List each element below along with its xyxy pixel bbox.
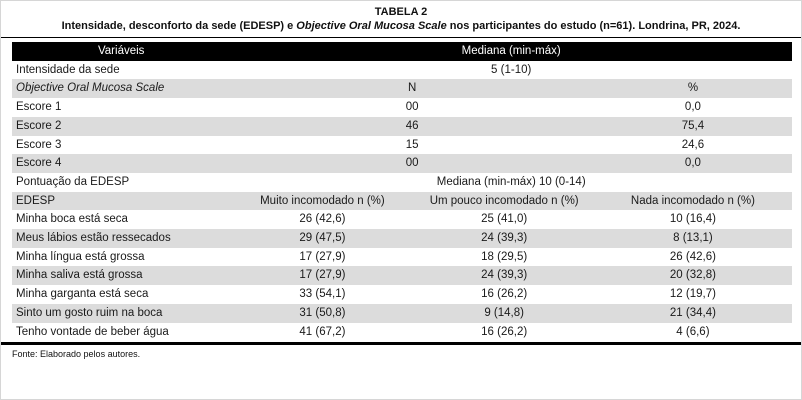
table-row: Escore 4 00 0,0 (12, 154, 792, 173)
table-cell: Tenho vontade de beber água (16, 325, 169, 338)
table-title-block: TABELA 2 Intensidade, desconforto da sed… (1, 1, 801, 33)
bottom-rule (1, 342, 801, 346)
caption-text-italic: Objective Oral Mucosa Scale (296, 19, 447, 32)
table-row: Minha saliva está grossa 17 (27,9) 24 (39,… (12, 266, 792, 286)
table-row: Meus lábios estão ressecados 29 (47,5) 24 … (12, 229, 792, 248)
table-row: Minha boca está seca 26 (42,6) 25 (41,0) 10… (12, 210, 792, 229)
table-cell: 17 (27,9) (299, 269, 346, 282)
table-cell: 16 (26,2) (481, 288, 528, 301)
table-cell: 0,0 (684, 157, 701, 170)
top-rule (1, 37, 801, 40)
caption-text-post: nos participantes do estudo (n=61). Lond… (446, 19, 741, 32)
table-row: EDESP Muito incomodado n (%) Um pouco inco… (12, 191, 792, 211)
table-cell: 24 (39,3) (481, 232, 528, 245)
table-cell: Escore 2 (16, 119, 62, 132)
table-cell: 21 (34,4) (669, 306, 716, 319)
table-cell: 18 (29,5) (481, 250, 528, 263)
table-cell: N (407, 82, 417, 95)
table-cell: 31 (50,8) (299, 306, 346, 319)
table-cell: 41 (67,2) (299, 325, 346, 338)
table-cell: Escore 4 (16, 157, 62, 170)
table-cell: 10 (16,4) (669, 213, 716, 226)
table-cell: 15 (405, 138, 419, 151)
table-row: Minha garganta está seca 33 (54,1) 16 (26,… (12, 285, 792, 304)
table-cell: 16 (26,2) (481, 325, 528, 338)
data-table: Variáveis Mediana (min-máx) Intensidade d… (12, 42, 792, 341)
table-cell: Um pouco incomodado n (%) (429, 194, 579, 207)
caption-text-pre: Intensidade, desconforto da sede (EDESP)… (61, 19, 297, 32)
table-cell: Minha boca está seca (16, 213, 128, 226)
header-cell: Mediana (min-máx) (461, 45, 561, 57)
table-cell: Minha garganta está seca (16, 288, 149, 301)
table-cell: Intensidade da sede (16, 63, 120, 76)
table-cell: 20 (32,8) (669, 269, 716, 282)
header-row: Variáveis Mediana (min-máx) (12, 42, 792, 61)
header-cell: Variáveis (97, 45, 145, 57)
table-cell: 0,0 (684, 101, 701, 114)
table-cell: 25 (41,0) (481, 213, 528, 226)
table-head: Variáveis Mediana (min-máx) (12, 42, 792, 61)
table-cell: Minha saliva está grossa (16, 269, 143, 282)
table-cell: 8 (13,1) (673, 232, 713, 245)
table-cell: Minha língua está grossa (16, 250, 145, 263)
table-cell: 00 (405, 157, 419, 170)
table-cell: 29 (47,5) (299, 232, 346, 245)
source-note: Fonte: Elaborado pelos autores. (12, 349, 141, 360)
table-cell: 4 (6,6) (676, 325, 710, 338)
table-cell: Sinto um gosto ruim na boca (16, 306, 163, 319)
table-cell: 26 (42,6) (669, 250, 716, 263)
table-caption: Intensidade, desconforto da sede (EDESP)… (16, 20, 786, 34)
table-row: Tenho vontade de beber água 41 (67,2) 16 (… (12, 323, 792, 342)
table-cell: 12 (19,7) (669, 288, 716, 301)
table-row: Escore 3 15 24,6 (12, 136, 792, 155)
table-cell: Objective Oral Mucosa Scale (16, 82, 165, 95)
table-cell: 33 (54,1) (299, 288, 346, 301)
table-cell: Mediana (min-máx) 10 (0-14) (436, 175, 586, 188)
table-cell: 26 (42,6) (299, 213, 346, 226)
table-cell: 9 (14,8) (484, 306, 524, 319)
table-cell: % (687, 82, 699, 95)
table-cell: Nada incomodado n (%) (630, 194, 755, 207)
table-cell: Pontuação da EDESP (16, 175, 130, 188)
table-cell: Meus lábios estão ressecados (16, 232, 171, 245)
table-row: Minha língua está grossa 17 (27,9) 18 (29,… (12, 248, 792, 267)
table-row: Sinto um gosto ruim na boca 31 (50,8) 9 (1… (12, 303, 792, 323)
table-cell: 75,4 (681, 119, 705, 132)
table-cell: 24,6 (681, 138, 705, 151)
table-number: TABELA 2 (374, 6, 428, 18)
table-body: Intensidade da sede 5 (1-10) Objective Ora… (12, 61, 792, 342)
table-cell: 17 (27,9) (299, 250, 346, 263)
table-row: Pontuação da EDESP Mediana (min-máx) 10 (… (12, 173, 792, 192)
table-cell: EDESP (16, 194, 55, 207)
table-cell: Muito incomodado n (%) (260, 194, 385, 207)
table-row: Objective Oral Mucosa Scale N% (12, 79, 792, 99)
table-row: Escore 1 00 0,0 (12, 98, 792, 117)
table-cell: 46 (405, 119, 419, 132)
table-cell: 00 (405, 101, 419, 114)
table-cell: 5 (1-10) (491, 63, 532, 76)
table-row: Escore 2 46 75,4 (12, 116, 792, 136)
table-row: Intensidade da sede 5 (1-10) (12, 61, 792, 80)
table-cell: 24 (39,3) (481, 269, 528, 282)
table-cell: Escore 1 (16, 101, 62, 114)
table-cell: Escore 3 (16, 138, 62, 151)
